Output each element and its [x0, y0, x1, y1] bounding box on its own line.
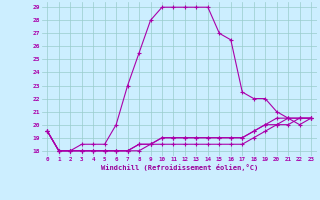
X-axis label: Windchill (Refroidissement éolien,°C): Windchill (Refroidissement éolien,°C) [100, 164, 258, 171]
